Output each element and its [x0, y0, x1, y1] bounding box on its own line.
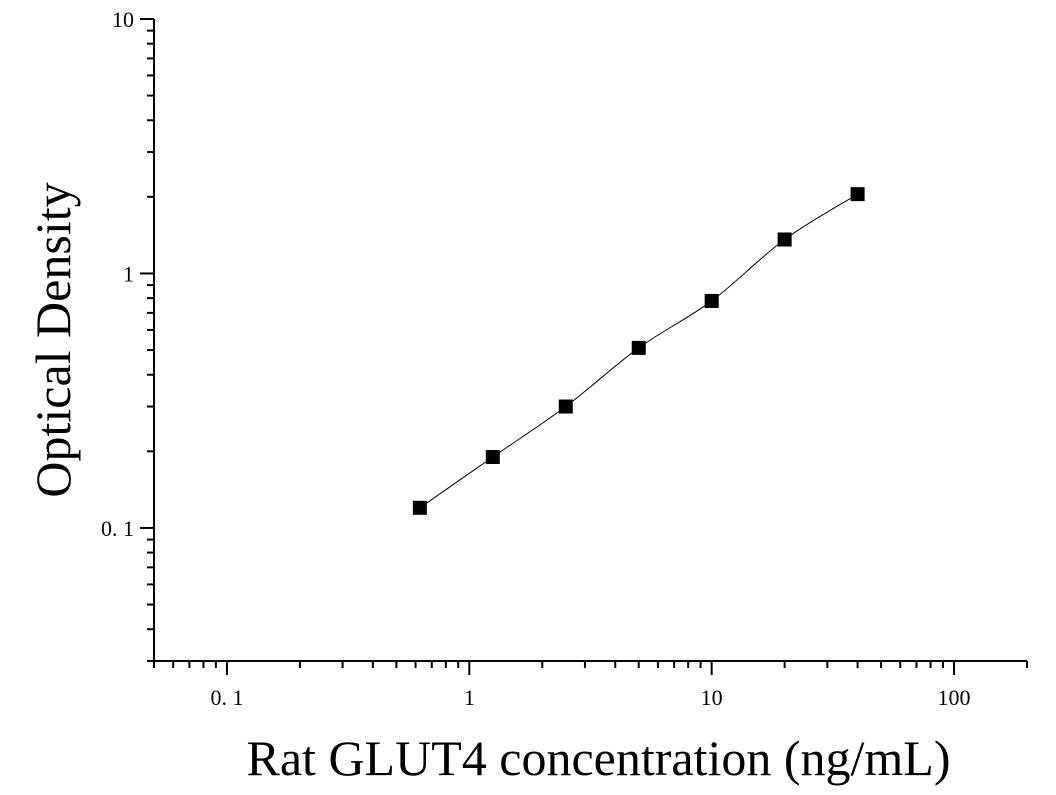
x-axis-title: Rat GLUT4 concentration (ng/mL) [247, 730, 951, 786]
data-point-1 [412, 500, 427, 515]
y-axis-title: Optical Density [25, 182, 81, 497]
tick-labels: 0. 1 1 10 100 0. 1 1 10 [101, 7, 971, 710]
x-tick-label: 100 [938, 685, 971, 710]
x-tick-label: 1 [464, 685, 475, 710]
axes [153, 19, 1027, 662]
ticks [140, 18, 1028, 675]
data-point-5 [704, 293, 719, 308]
data-point-7 [850, 187, 865, 202]
data-point-6 [777, 232, 792, 247]
y-tick-label: 1 [123, 261, 134, 286]
x-tick-label: 10 [701, 685, 723, 710]
y-tick-label: 10 [112, 7, 134, 32]
data-markers [412, 187, 865, 515]
x-tick-label: 0. 1 [210, 685, 243, 710]
data-point-2 [485, 450, 500, 465]
data-point-4 [631, 340, 646, 355]
y-tick-label: 0. 1 [101, 516, 134, 541]
data-point-3 [558, 399, 573, 414]
